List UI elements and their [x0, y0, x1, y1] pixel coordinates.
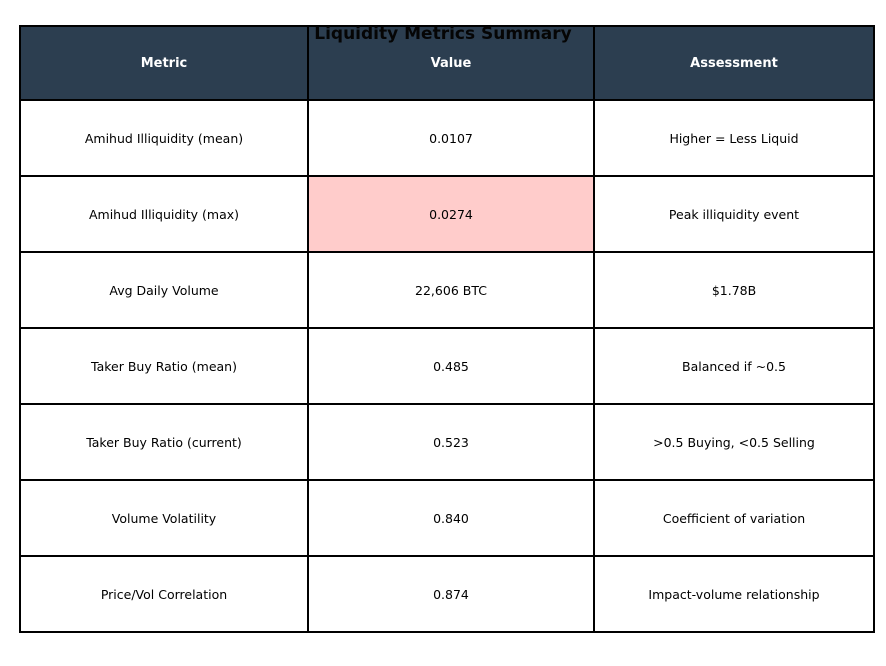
cell-assessment-row3: Balanced if ~0.5	[594, 328, 874, 404]
cell-assessment-row4: >0.5 Buying, <0.5 Selling	[594, 404, 874, 480]
cell-assessment-row1: Peak illiquidity event	[594, 176, 874, 252]
cell-metric-row5: Volume Volatility	[20, 480, 308, 556]
cell-value-row6: 0.874	[308, 556, 594, 632]
cell-value-row2: 22,606 BTC	[308, 252, 594, 328]
cell-metric-row6: Price/Vol Correlation	[20, 556, 308, 632]
cell-assessment-row2: $1.78B	[594, 252, 874, 328]
cell-value-row0: 0.0107	[308, 100, 594, 176]
header-cell-metric: Metric	[20, 26, 308, 100]
cell-metric-row2: Avg Daily Volume	[20, 252, 308, 328]
cell-metric-row3: Taker Buy Ratio (mean)	[20, 328, 308, 404]
cell-metric-row1: Amihud Illiquidity (max)	[20, 176, 308, 252]
cell-value-row3: 0.485	[308, 328, 594, 404]
cell-value-row1-highlighted: 0.0274	[308, 176, 594, 252]
cell-metric-row4: Taker Buy Ratio (current)	[20, 404, 308, 480]
header-cell-value: Value	[308, 26, 594, 100]
cell-metric-row0: Amihud Illiquidity (mean)	[20, 100, 308, 176]
cell-value-row5: 0.840	[308, 480, 594, 556]
cell-assessment-row6: Impact-volume relationship	[594, 556, 874, 632]
cell-assessment-row5: Coefficient of variation	[594, 480, 874, 556]
header-cell-assessment: Assessment	[594, 26, 874, 100]
cell-assessment-row0: Higher = Less Liquid	[594, 100, 874, 176]
cell-value-row4: 0.523	[308, 404, 594, 480]
liquidity-metrics-table: Metric Value Assessment Amihud Illiquidi…	[19, 25, 875, 633]
